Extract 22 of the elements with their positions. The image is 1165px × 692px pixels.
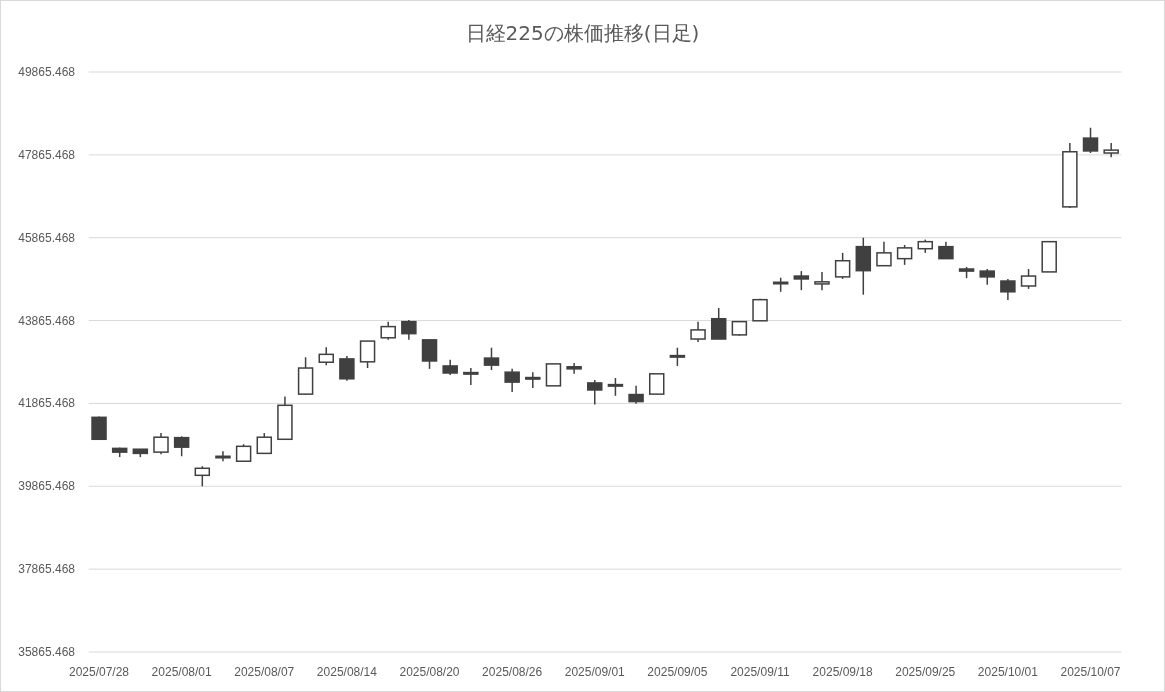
x-tick-label: 2025/08/07 xyxy=(234,665,295,679)
x-tick-label: 2025/09/18 xyxy=(812,665,873,679)
y-tick-label: 49865.468 xyxy=(18,65,76,79)
y-tick-label: 43865.468 xyxy=(18,313,76,328)
x-tick-label: 2025/09/11 xyxy=(730,665,790,679)
chart-title: 日経225の株価推移(日足) xyxy=(465,21,700,45)
x-tick-label: 2025/08/01 xyxy=(151,665,213,679)
x-tick-label: 2025/09/05 xyxy=(647,665,708,679)
y-tick-label: 35865.468 xyxy=(18,645,76,659)
x-tick-label: 2025/07/28 xyxy=(69,665,130,679)
x-tick-label: 2025/08/14 xyxy=(316,665,378,679)
y-tick-label: 47865.468 xyxy=(18,147,76,162)
x-tick-label: 2025/10/01 xyxy=(977,665,1039,679)
y-tick-label: 41865.468 xyxy=(18,396,76,411)
x-tick-label: 2025/10/07 xyxy=(1060,665,1121,679)
y-tick-label: 39865.468 xyxy=(18,479,76,494)
x-tick-label: 2025/08/20 xyxy=(399,665,460,679)
y-tick-label: 45865.468 xyxy=(18,230,76,245)
x-tick-label: 2025/09/25 xyxy=(895,665,956,679)
x-tick-label: 2025/08/26 xyxy=(482,665,543,679)
y-tick-label: 37865.468 xyxy=(18,562,76,577)
x-tick-label: 2025/09/01 xyxy=(564,665,626,679)
